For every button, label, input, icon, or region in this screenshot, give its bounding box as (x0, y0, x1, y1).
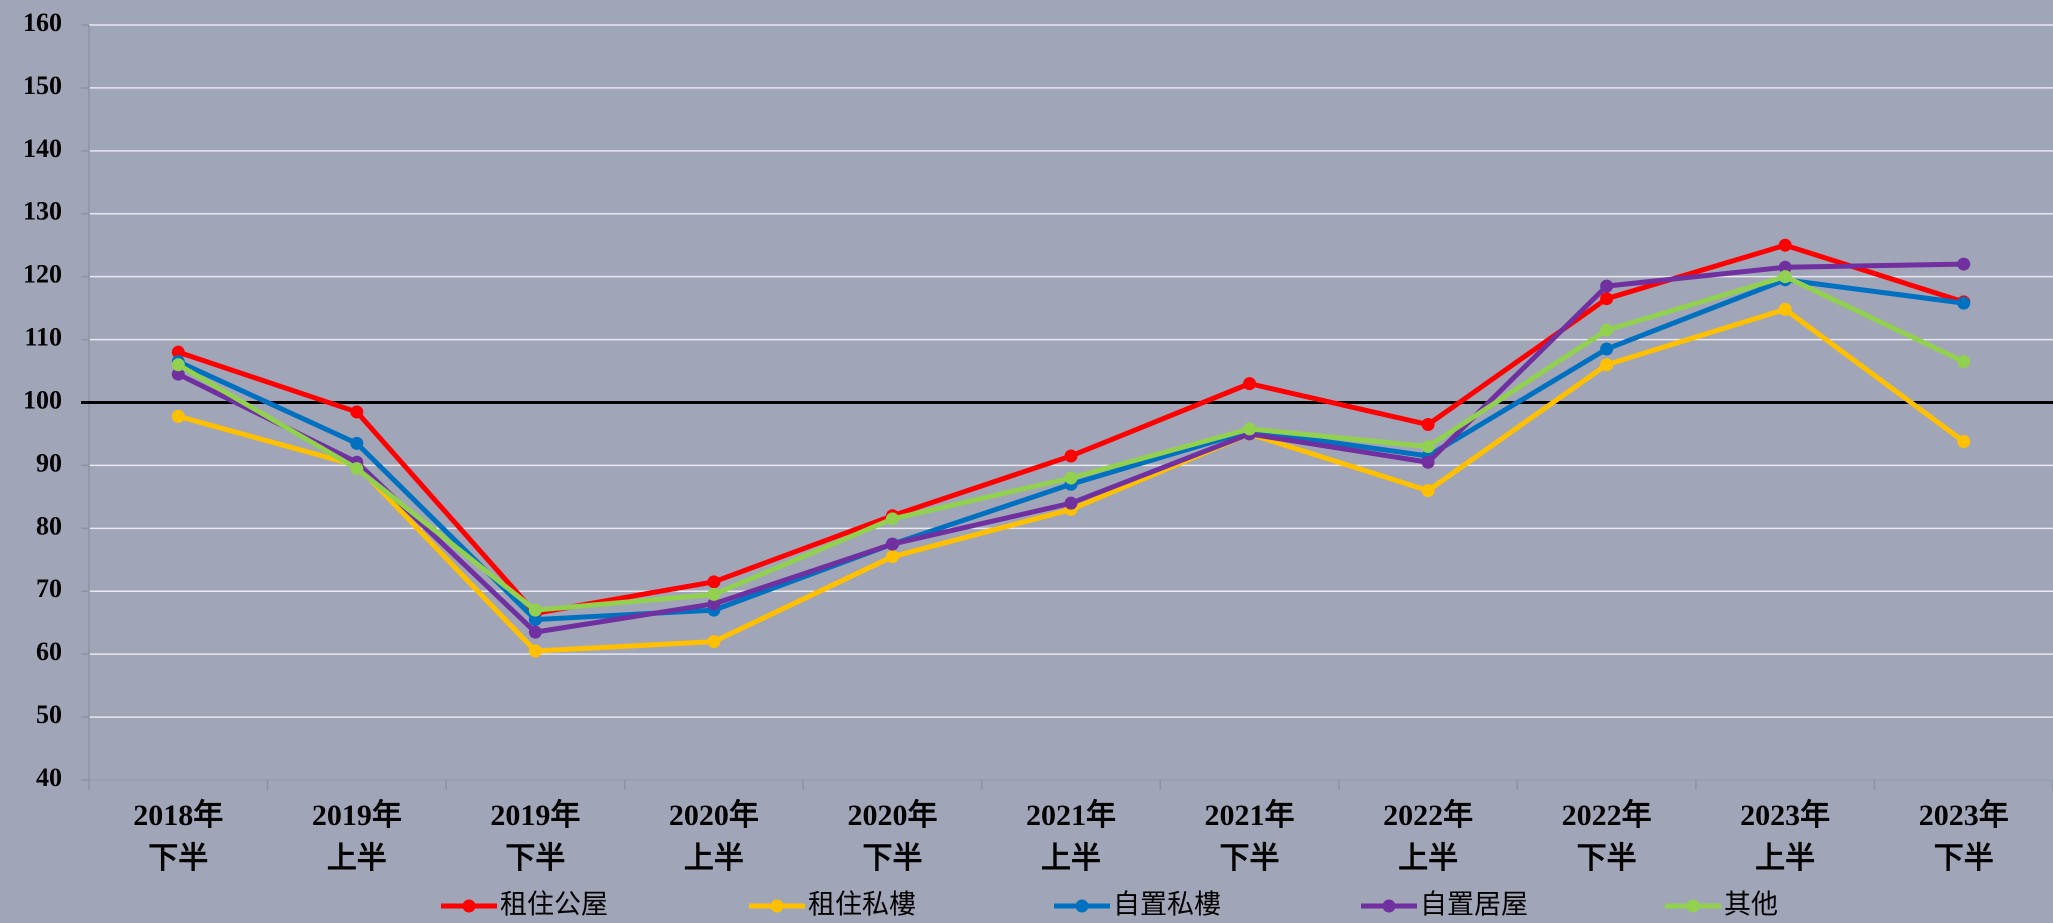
y-tick-label: 120 (23, 260, 62, 289)
data-point (171, 367, 185, 381)
data-point (1600, 323, 1614, 337)
data-point (528, 613, 542, 627)
x-tick-label: 2023年下半 (1919, 799, 2009, 875)
x-tick-label: 2020年上半 (669, 799, 759, 875)
data-point (1957, 257, 1971, 271)
data-point (528, 603, 542, 617)
legend-label: 自置居屋 (1420, 890, 1528, 921)
data-point (1600, 342, 1614, 356)
data-point (1600, 358, 1614, 372)
x-tick-label: 2021年下半 (1205, 799, 1295, 875)
data-point (350, 436, 364, 450)
legend-label: 租住公屋 (500, 890, 608, 921)
x-tick-label: 2022年上半 (1383, 799, 1473, 875)
data-point (885, 550, 899, 564)
data-point (707, 635, 721, 649)
x-tick-label: 2023年上半 (1740, 799, 1830, 875)
legend-label: 自置私樓 (1113, 890, 1221, 921)
data-point (1957, 296, 1971, 310)
y-tick-label: 100 (23, 385, 62, 414)
data-point (350, 462, 364, 476)
data-point (171, 409, 185, 423)
data-point (1243, 377, 1257, 391)
x-tick-label: 2022年下半 (1562, 799, 1652, 875)
data-point (1957, 435, 1971, 449)
data-point (1957, 355, 1971, 369)
legend-label: 其他 (1724, 890, 1778, 921)
y-tick-label: 150 (23, 71, 62, 100)
data-point (1778, 270, 1792, 284)
legend-label: 租住私樓 (808, 890, 916, 921)
data-point (1421, 418, 1435, 432)
y-tick-label: 40 (36, 763, 62, 792)
y-tick-label: 80 (36, 511, 62, 540)
data-point (528, 625, 542, 639)
data-point (528, 644, 542, 658)
legend-marker (1075, 899, 1089, 913)
data-point (885, 512, 899, 526)
y-tick-label: 140 (23, 134, 62, 163)
legend-marker (1382, 899, 1396, 913)
data-point (1421, 455, 1435, 469)
data-point (1064, 496, 1078, 510)
x-tick-label: 2018年下半 (133, 799, 223, 875)
legend-marker (770, 899, 784, 913)
x-tick-label: 2019年下半 (490, 799, 580, 875)
data-point (707, 575, 721, 589)
y-tick-label: 70 (36, 574, 62, 603)
y-tick-label: 130 (23, 197, 62, 226)
legend-marker (462, 899, 476, 913)
data-point (171, 358, 185, 372)
y-tick-label: 110 (24, 323, 62, 352)
data-point (707, 587, 721, 601)
data-point (885, 537, 899, 551)
data-point (1778, 238, 1792, 252)
y-tick-label: 160 (23, 8, 62, 37)
x-tick-label: 2020年下半 (847, 799, 937, 875)
data-point (171, 345, 185, 359)
data-point (1421, 440, 1435, 454)
data-point (1421, 484, 1435, 498)
y-tick-label: 60 (36, 637, 62, 666)
data-point (1778, 260, 1792, 274)
data-point (1600, 292, 1614, 306)
data-point (1600, 279, 1614, 293)
data-point (1778, 302, 1792, 316)
data-point (1064, 449, 1078, 463)
data-point (350, 405, 364, 419)
y-tick-label: 90 (36, 448, 62, 477)
x-tick-label: 2019年上半 (312, 799, 402, 875)
data-point (1243, 422, 1257, 436)
data-point (1064, 471, 1078, 485)
legend-marker (1686, 899, 1700, 913)
y-tick-label: 50 (36, 700, 62, 729)
x-tick-label: 2021年上半 (1026, 799, 1116, 875)
data-point (707, 597, 721, 611)
